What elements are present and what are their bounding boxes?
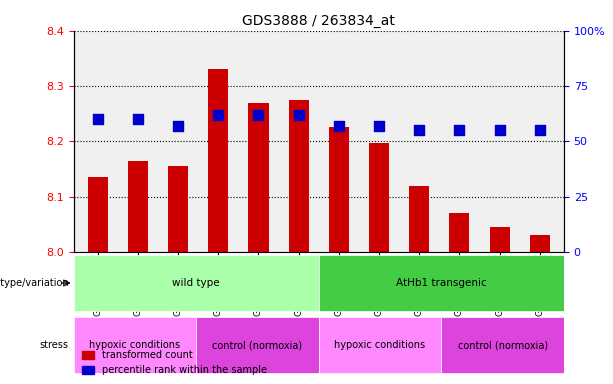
Bar <box>409 185 429 252</box>
Title: GDS3888 / 263834_at: GDS3888 / 263834_at <box>242 14 395 28</box>
Text: control (normoxia): control (normoxia) <box>457 340 548 350</box>
Point <box>213 112 223 118</box>
Point <box>173 123 183 129</box>
Bar <box>248 103 268 252</box>
Point <box>334 123 344 129</box>
Bar <box>329 127 349 252</box>
Text: hypoxic conditions: hypoxic conditions <box>89 340 180 350</box>
Point <box>294 112 303 118</box>
Bar <box>128 161 148 252</box>
FancyBboxPatch shape <box>74 317 196 373</box>
Bar <box>289 100 309 252</box>
FancyBboxPatch shape <box>196 317 319 373</box>
Bar <box>490 227 509 252</box>
Bar <box>369 143 389 252</box>
FancyBboxPatch shape <box>441 317 564 373</box>
Point <box>455 127 465 133</box>
Point <box>133 116 143 122</box>
FancyBboxPatch shape <box>319 317 441 373</box>
Point <box>495 127 504 133</box>
Text: control (normoxia): control (normoxia) <box>212 340 303 350</box>
Point <box>414 127 424 133</box>
Text: genotype/variation: genotype/variation <box>0 278 69 288</box>
Bar <box>208 70 228 252</box>
Bar <box>449 213 470 252</box>
Point <box>535 127 545 133</box>
Point <box>93 116 102 122</box>
Bar <box>168 166 188 252</box>
Text: wild type: wild type <box>172 278 220 288</box>
Point <box>374 123 384 129</box>
FancyBboxPatch shape <box>74 255 319 311</box>
FancyBboxPatch shape <box>319 255 564 311</box>
Bar <box>88 177 108 252</box>
Text: stress: stress <box>40 340 69 350</box>
Legend: transformed count, percentile rank within the sample: transformed count, percentile rank withi… <box>78 346 271 379</box>
Text: hypoxic conditions: hypoxic conditions <box>335 340 425 350</box>
Bar <box>530 235 550 252</box>
Text: AtHb1 transgenic: AtHb1 transgenic <box>396 278 487 288</box>
Point <box>254 112 264 118</box>
